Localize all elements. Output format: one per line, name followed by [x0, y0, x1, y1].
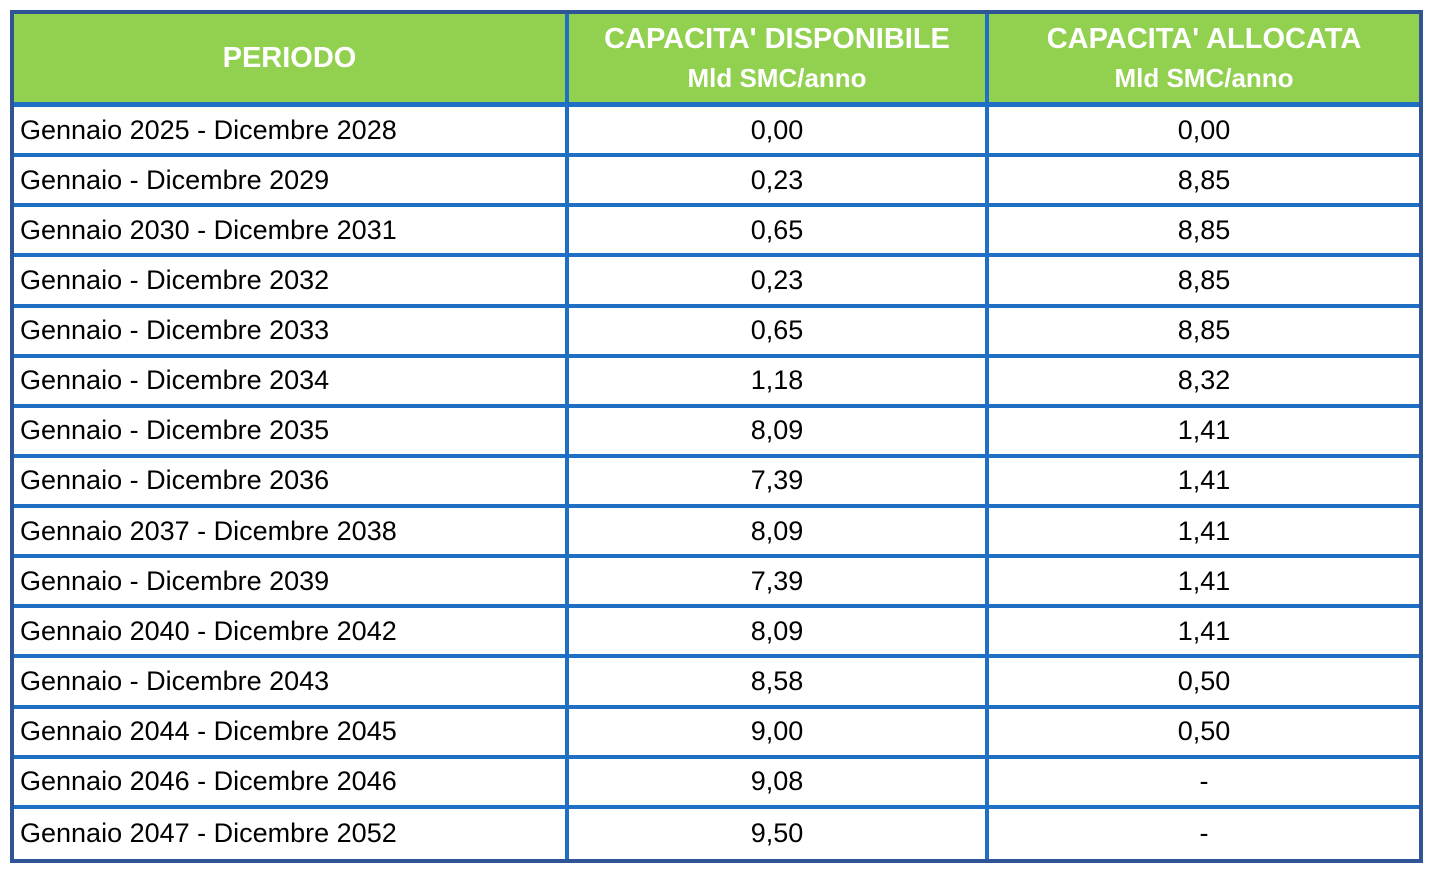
- cell-periodo: Gennaio 2046 - Dicembre 2046: [14, 758, 569, 809]
- cell-capacita-allocata: 1,41: [989, 508, 1419, 559]
- table-row: Gennaio - Dicembre 2036 7,39 1,41: [14, 457, 1419, 508]
- table-header: PERIODO CAPACITA' DISPONIBILE Mld SMC/an…: [14, 14, 1419, 107]
- table-row: Gennaio 2037 - Dicembre 2038 8,09 1,41: [14, 508, 1419, 559]
- cell-capacita-disponibile: 9,08: [569, 758, 989, 809]
- cell-periodo: Gennaio - Dicembre 2043: [14, 658, 569, 709]
- cell-capacita-allocata: 8,85: [989, 257, 1419, 308]
- header-disponibile-unit: Mld SMC/anno: [687, 63, 867, 93]
- capacity-table: PERIODO CAPACITA' DISPONIBILE Mld SMC/an…: [14, 14, 1419, 859]
- cell-capacita-disponibile: 8,58: [569, 658, 989, 709]
- table-row: Gennaio - Dicembre 2032 0,23 8,85: [14, 257, 1419, 308]
- table-row: Gennaio 2040 - Dicembre 2042 8,09 1,41: [14, 608, 1419, 659]
- cell-capacita-allocata: 1,41: [989, 407, 1419, 458]
- cell-capacita-allocata: 0,00: [989, 107, 1419, 158]
- cell-periodo: Gennaio - Dicembre 2039: [14, 558, 569, 609]
- cell-capacita-disponibile: 7,39: [569, 558, 989, 609]
- cell-periodo: Gennaio 2044 - Dicembre 2045: [14, 708, 569, 759]
- cell-capacita-disponibile: 0,23: [569, 157, 989, 208]
- table-row: Gennaio 2025 - Dicembre 2028 0,00 0,00: [14, 107, 1419, 158]
- cell-capacita-disponibile: 7,39: [569, 457, 989, 508]
- cell-capacita-disponibile: 0,23: [569, 257, 989, 308]
- table-row: Gennaio - Dicembre 2034 1,18 8,32: [14, 357, 1419, 408]
- cell-capacita-allocata: 0,50: [989, 658, 1419, 709]
- cell-periodo: Gennaio 2037 - Dicembre 2038: [14, 508, 569, 559]
- table-row: Gennaio - Dicembre 2033 0,65 8,85: [14, 307, 1419, 358]
- cell-periodo: Gennaio - Dicembre 2036: [14, 457, 569, 508]
- header-periodo-label: PERIODO: [222, 42, 357, 74]
- table-row: Gennaio 2044 - Dicembre 2045 9,00 0,50: [14, 708, 1419, 759]
- cell-capacita-allocata: 0,50: [989, 708, 1419, 759]
- table-row: Gennaio 2030 - Dicembre 2031 0,65 8,85: [14, 207, 1419, 258]
- cell-capacita-allocata: -: [989, 808, 1419, 859]
- cell-capacita-disponibile: 1,18: [569, 357, 989, 408]
- cell-capacita-allocata: 8,85: [989, 307, 1419, 358]
- capacity-table-frame: PERIODO CAPACITA' DISPONIBILE Mld SMC/an…: [10, 10, 1423, 863]
- table-row: Gennaio - Dicembre 2039 7,39 1,41: [14, 558, 1419, 609]
- cell-capacita-allocata: 8,85: [989, 157, 1419, 208]
- cell-capacita-allocata: 1,41: [989, 558, 1419, 609]
- cell-periodo: Gennaio 2040 - Dicembre 2042: [14, 608, 569, 659]
- header-capacita-allocata: CAPACITA' ALLOCATA Mld SMC/anno: [989, 14, 1419, 107]
- cell-capacita-disponibile: 9,50: [569, 808, 989, 859]
- table-row: Gennaio - Dicembre 2035 8,09 1,41: [14, 407, 1419, 458]
- cell-periodo: Gennaio - Dicembre 2033: [14, 307, 569, 358]
- cell-capacita-disponibile: 8,09: [569, 407, 989, 458]
- cell-periodo: Gennaio - Dicembre 2035: [14, 407, 569, 458]
- table-body: Gennaio 2025 - Dicembre 2028 0,00 0,00 Genn…: [14, 107, 1419, 859]
- cell-capacita-disponibile: 9,00: [569, 708, 989, 759]
- header-row: PERIODO CAPACITA' DISPONIBILE Mld SMC/an…: [14, 14, 1419, 107]
- table-row: Gennaio - Dicembre 2029 0,23 8,85: [14, 157, 1419, 208]
- cell-periodo: Gennaio 2047 - Dicembre 2052: [14, 808, 569, 859]
- header-capacita-disponibile: CAPACITA' DISPONIBILE Mld SMC/anno: [569, 14, 989, 107]
- table-row: Gennaio - Dicembre 2043 8,58 0,50: [14, 658, 1419, 709]
- cell-capacita-disponibile: 8,09: [569, 608, 989, 659]
- cell-capacita-disponibile: 8,09: [569, 508, 989, 559]
- header-allocata-title: CAPACITA' ALLOCATA: [1046, 23, 1362, 55]
- cell-capacita-allocata: 1,41: [989, 457, 1419, 508]
- cell-capacita-allocata: 1,41: [989, 608, 1419, 659]
- header-allocata-unit: Mld SMC/anno: [1114, 63, 1294, 93]
- table-row: Gennaio 2047 - Dicembre 2052 9,50-: [14, 808, 1419, 859]
- cell-capacita-disponibile: 0,65: [569, 207, 989, 258]
- cell-periodo: Gennaio - Dicembre 2029: [14, 157, 569, 208]
- table-row: Gennaio 2046 - Dicembre 2046 9,08-: [14, 758, 1419, 809]
- header-periodo: PERIODO: [14, 14, 569, 107]
- cell-capacita-allocata: 8,32: [989, 357, 1419, 408]
- header-disponibile-title: CAPACITA' DISPONIBILE: [604, 23, 950, 55]
- cell-periodo: Gennaio 2030 - Dicembre 2031: [14, 207, 569, 258]
- cell-periodo: Gennaio 2025 - Dicembre 2028: [14, 107, 569, 158]
- cell-periodo: Gennaio - Dicembre 2032: [14, 257, 569, 308]
- cell-capacita-disponibile: 0,00: [569, 107, 989, 158]
- cell-capacita-allocata: 8,85: [989, 207, 1419, 258]
- cell-periodo: Gennaio - Dicembre 2034: [14, 357, 569, 408]
- cell-capacita-allocata: -: [989, 758, 1419, 809]
- cell-capacita-disponibile: 0,65: [569, 307, 989, 358]
